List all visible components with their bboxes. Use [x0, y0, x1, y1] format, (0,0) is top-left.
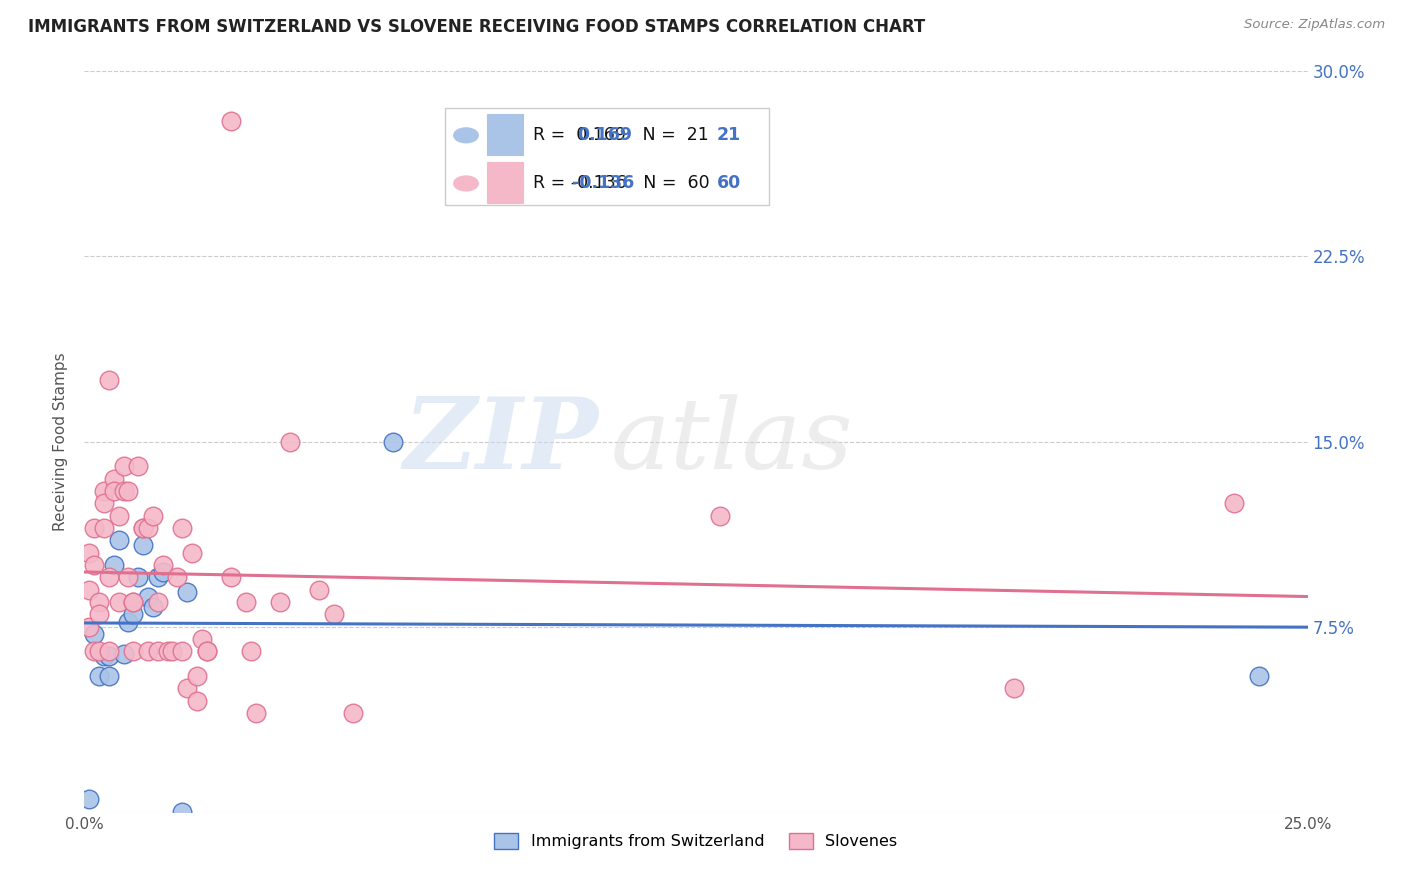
FancyBboxPatch shape — [446, 109, 769, 204]
Point — [87, 607, 110, 622]
Point — [245, 706, 267, 720]
Point — [195, 644, 218, 658]
Point — [186, 669, 208, 683]
Point — [278, 434, 301, 449]
Point — [1002, 681, 1025, 696]
Text: 60: 60 — [717, 175, 741, 193]
Point — [127, 459, 149, 474]
Point — [83, 644, 105, 658]
Point — [93, 521, 115, 535]
Point — [112, 459, 135, 474]
Point — [146, 644, 169, 658]
Point — [117, 615, 139, 629]
Point — [235, 595, 257, 609]
Point — [117, 483, 139, 498]
Point — [172, 644, 194, 658]
Point — [176, 585, 198, 599]
Point — [269, 595, 291, 609]
Point — [83, 521, 105, 535]
Legend: Immigrants from Switzerland, Slovenes: Immigrants from Switzerland, Slovenes — [488, 826, 904, 855]
Bar — [486, 162, 523, 202]
Point — [93, 496, 115, 510]
Point — [381, 434, 404, 449]
Text: 21: 21 — [717, 127, 741, 145]
Point — [87, 669, 110, 683]
Point — [103, 483, 125, 498]
Point — [172, 521, 194, 535]
Point — [83, 558, 105, 572]
Point — [77, 792, 100, 806]
Point — [191, 632, 214, 646]
Point — [709, 508, 731, 523]
Point — [156, 644, 179, 658]
Point — [122, 607, 145, 622]
Point — [132, 538, 155, 552]
Point — [77, 546, 100, 560]
Point — [77, 619, 100, 633]
Circle shape — [454, 128, 478, 143]
Point — [136, 590, 159, 604]
Point — [132, 521, 155, 535]
Point — [103, 471, 125, 485]
Point — [152, 558, 174, 572]
Point — [136, 644, 159, 658]
Point — [122, 644, 145, 658]
Point — [1247, 669, 1270, 683]
Point — [146, 595, 169, 609]
Point — [239, 644, 262, 658]
Point — [342, 706, 364, 720]
Point — [127, 570, 149, 584]
Point — [142, 508, 165, 523]
Point — [146, 570, 169, 584]
Text: ZIP: ZIP — [404, 393, 598, 490]
Point — [112, 483, 135, 498]
Circle shape — [454, 176, 478, 191]
Text: atlas: atlas — [610, 394, 853, 489]
Point — [166, 570, 188, 584]
Text: Source: ZipAtlas.com: Source: ZipAtlas.com — [1244, 18, 1385, 31]
Text: IMMIGRANTS FROM SWITZERLAND VS SLOVENE RECEIVING FOOD STAMPS CORRELATION CHART: IMMIGRANTS FROM SWITZERLAND VS SLOVENE R… — [28, 18, 925, 36]
Point — [93, 483, 115, 498]
Text: 0.169: 0.169 — [578, 127, 633, 145]
Point — [176, 681, 198, 696]
Point — [181, 546, 204, 560]
Point — [162, 644, 184, 658]
Point — [186, 694, 208, 708]
Point — [83, 627, 105, 641]
Point — [322, 607, 344, 622]
Point — [93, 649, 115, 664]
Text: R =  0.169   N =  21: R = 0.169 N = 21 — [533, 127, 709, 145]
Point — [97, 373, 120, 387]
Point — [172, 805, 194, 819]
Point — [122, 595, 145, 609]
Point — [136, 521, 159, 535]
Point — [122, 595, 145, 609]
Bar — [486, 114, 523, 154]
Point — [97, 644, 120, 658]
Text: -0.136: -0.136 — [572, 175, 634, 193]
Point — [97, 649, 120, 664]
Point — [107, 508, 129, 523]
Point — [112, 647, 135, 661]
Point — [117, 570, 139, 584]
Point — [132, 521, 155, 535]
Point — [219, 570, 242, 584]
Point — [308, 582, 330, 597]
Y-axis label: Receiving Food Stamps: Receiving Food Stamps — [53, 352, 69, 531]
Point — [97, 570, 120, 584]
Point — [103, 558, 125, 572]
Point — [107, 533, 129, 548]
Point — [142, 599, 165, 614]
Point — [87, 595, 110, 609]
Point — [107, 595, 129, 609]
Text: R = -0.136   N =  60: R = -0.136 N = 60 — [533, 175, 710, 193]
Point — [152, 566, 174, 580]
Point — [97, 669, 120, 683]
Point — [219, 113, 242, 128]
Point — [87, 644, 110, 658]
Point — [195, 644, 218, 658]
Point — [77, 582, 100, 597]
Point — [1223, 496, 1246, 510]
